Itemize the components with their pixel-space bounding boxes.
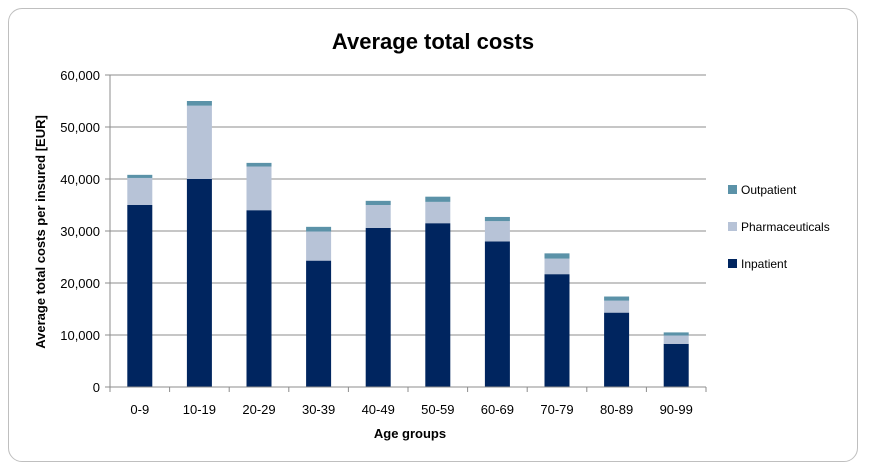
bar-inpatient-0-9	[127, 205, 153, 387]
bar-outpatient-90-99	[663, 332, 689, 336]
bars	[127, 101, 689, 387]
bar-outpatient-40-49	[365, 200, 391, 205]
x-tick-label: 30-39	[302, 402, 335, 417]
bar-pharmaceuticals-70-79	[544, 258, 570, 275]
legend-swatch-inpatient	[728, 259, 737, 268]
bar-inpatient-60-69	[484, 241, 510, 387]
y-axis-ticks: 0 10,000 20,000 30,000 40,000 50,000 60,000	[60, 68, 110, 395]
bar-pharmaceuticals-60-69	[484, 221, 510, 242]
bar-outpatient-60-69	[484, 216, 510, 222]
bar-inpatient-10-19	[186, 179, 212, 387]
bar-inpatient-70-79	[544, 274, 570, 387]
bar-outpatient-20-29	[246, 162, 272, 167]
x-tick-label: 70-79	[540, 402, 573, 417]
y-tick-label: 50,000	[60, 120, 100, 135]
legend-label-pharmaceuticals: Pharmaceuticals	[741, 220, 830, 234]
bar-outpatient-0-9	[127, 174, 153, 178]
bar-outpatient-10-19	[186, 101, 212, 106]
y-tick-label: 10,000	[60, 328, 100, 343]
bar-inpatient-30-39	[306, 260, 332, 387]
x-tick-label: 0-9	[130, 402, 149, 417]
x-tick-label: 40-49	[362, 402, 395, 417]
x-axis-ticks: 0-9 10-19 20-29 30-39 40-49 50-59 60-69 70-79 80…	[109, 387, 707, 417]
x-tick-label: 90-99	[660, 402, 693, 417]
x-axis-title: Age groups	[374, 426, 446, 441]
chart-title: Average total costs	[332, 29, 534, 54]
bar-outpatient-70-79	[544, 253, 570, 259]
bar-pharmaceuticals-30-39	[306, 231, 332, 261]
x-tick-label: 20-29	[242, 402, 275, 417]
legend-label-inpatient: Inpatient	[741, 257, 788, 271]
bar-pharmaceuticals-10-19	[186, 105, 212, 179]
legend: Outpatient Pharmaceuticals Inpatient	[728, 183, 830, 271]
x-tick-label: 10-19	[183, 402, 216, 417]
y-tick-label: 40,000	[60, 172, 100, 187]
bar-outpatient-50-59	[425, 196, 451, 202]
bar-outpatient-30-39	[306, 226, 332, 232]
legend-swatch-outpatient	[728, 185, 737, 194]
bar-inpatient-50-59	[425, 223, 451, 387]
legend-swatch-pharmaceuticals	[728, 222, 737, 231]
bar-inpatient-90-99	[663, 343, 689, 387]
x-tick-label: 80-89	[600, 402, 633, 417]
y-tick-label: 0	[93, 380, 100, 395]
bar-inpatient-40-49	[365, 227, 391, 387]
y-tick-label: 30,000	[60, 224, 100, 239]
bar-pharmaceuticals-20-29	[246, 166, 272, 211]
bar-inpatient-80-89	[604, 312, 630, 387]
bar-inpatient-20-29	[246, 210, 272, 387]
bar-pharmaceuticals-80-89	[604, 300, 630, 313]
x-tick-label: 60-69	[481, 402, 514, 417]
x-tick-label: 50-59	[421, 402, 454, 417]
bar-outpatient-80-89	[604, 296, 630, 301]
bar-pharmaceuticals-40-49	[365, 205, 391, 228]
y-tick-label: 20,000	[60, 276, 100, 291]
bar-pharmaceuticals-0-9	[127, 177, 153, 205]
bar-pharmaceuticals-50-59	[425, 201, 451, 224]
bar-pharmaceuticals-90-99	[663, 335, 689, 344]
legend-label-outpatient: Outpatient	[741, 183, 797, 197]
y-tick-label: 60,000	[60, 68, 100, 83]
y-axis-title: Average total costs per insured [EUR]	[33, 115, 48, 349]
